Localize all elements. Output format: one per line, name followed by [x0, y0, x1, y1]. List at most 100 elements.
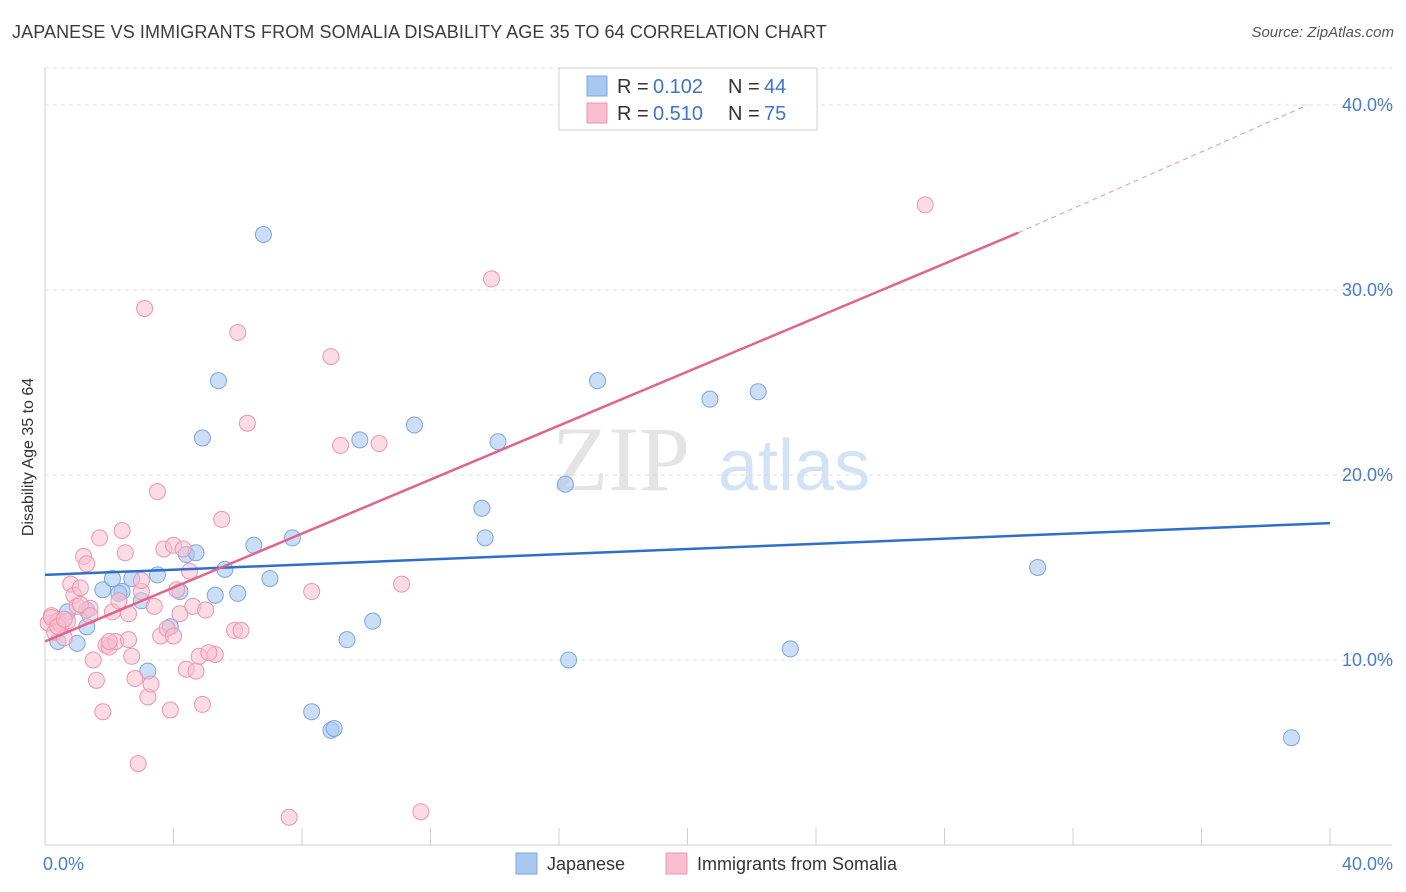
watermark-atlas: atlas [718, 426, 870, 506]
somalia-point [94, 703, 112, 721]
japanese-point [338, 631, 356, 649]
somalia-point [71, 596, 89, 613]
japanese-point [1282, 729, 1300, 747]
somalia-point [110, 592, 128, 610]
somalia-point [161, 701, 179, 719]
somalia-point [181, 562, 199, 580]
y-tick-label: 20.0% [1342, 465, 1393, 485]
somalia-point [87, 671, 105, 689]
legend-n-value-1: 44 [764, 76, 786, 98]
japanese-point [405, 416, 423, 434]
somalia-point [197, 601, 215, 619]
japanese-point [209, 372, 227, 390]
japanese-point [701, 390, 719, 408]
somalia-point [116, 544, 134, 562]
japanese-point [1029, 559, 1047, 576]
somalia-point [412, 803, 430, 821]
somalia-point [200, 644, 218, 662]
japanese-point [303, 703, 321, 721]
somalia-point [193, 695, 211, 713]
japanese-point [476, 529, 494, 547]
somalia-point [322, 348, 340, 366]
somalia-point [165, 627, 182, 645]
somalia-point [100, 633, 118, 650]
somalia-point [136, 300, 154, 317]
y-tick-label: 10.0% [1342, 650, 1393, 670]
legend-n-label-1: N = [728, 76, 760, 98]
gridlines [45, 67, 1392, 661]
bottom-legend-somalia-label: Immigrants from Somalia [697, 854, 898, 874]
somalia-point [187, 662, 205, 680]
legend-japanese-swatch [586, 75, 608, 97]
y-tick-label: 30.0% [1342, 280, 1393, 300]
japanese-point [94, 581, 112, 599]
legend-r-value-1: 0.102 [653, 76, 703, 98]
watermark-zip: ZIP [552, 408, 690, 510]
somalia-point [123, 647, 141, 665]
somalia-point [148, 483, 166, 501]
y-tick-labels: 10.0% 20.0% 30.0% 40.0% [1342, 95, 1393, 670]
somalia-point [303, 583, 321, 601]
japanese-point [364, 612, 382, 630]
x-tick-label-min: 0.0% [43, 854, 84, 874]
series-legend: Japanese Immigrants from Somalia [515, 852, 898, 875]
japanese-point [589, 372, 607, 390]
japanese-trend-line [44, 521, 1331, 577]
x-tick-label-max: 40.0% [1342, 854, 1393, 874]
legend-n-value-2: 75 [764, 103, 786, 125]
y-tick-label: 40.0% [1342, 95, 1393, 115]
japanese-point [103, 570, 121, 588]
japanese-point [473, 499, 491, 517]
y-axis-label: Disability Age 35 to 64 [20, 378, 37, 536]
somalia-point [129, 755, 147, 773]
somalia-point [229, 324, 247, 342]
somalia-point [238, 414, 256, 432]
somalia-point [71, 579, 89, 597]
somalia-point [280, 808, 298, 826]
somalia-point [55, 610, 73, 628]
somalia-point [142, 675, 160, 693]
bottom-legend-somalia-swatch [665, 852, 688, 875]
correlation-legend: R = 0.102 N = 44 R = 0.510 N = 75 [558, 67, 818, 131]
somalia-point [84, 651, 102, 669]
somalia-trend-extension [1018, 104, 1308, 234]
somalia-point [171, 605, 189, 623]
somalia-point [126, 670, 144, 687]
somalia-point [91, 529, 109, 547]
legend-n-label-2: N = [728, 103, 760, 125]
legend-r-value-2: 0.510 [653, 103, 703, 125]
japanese-point [749, 383, 767, 401]
bottom-legend-japanese-swatch [515, 852, 538, 875]
somalia-points [39, 196, 934, 826]
somalia-point [232, 621, 250, 639]
legend-r-label-2: R = [617, 103, 649, 125]
japanese-point [556, 475, 574, 493]
legend-somalia-swatch [586, 102, 608, 124]
trend-lines [44, 104, 1331, 643]
somalia-point [332, 436, 350, 454]
bottom-legend-japanese-label: Japanese [547, 854, 625, 874]
somalia-point [213, 510, 231, 528]
japanese-point [193, 429, 211, 447]
source-label: Source: ZipAtlas.com [1251, 24, 1394, 41]
somalia-point [393, 575, 411, 593]
somalia-trend-line [44, 231, 1019, 643]
somalia-point [120, 631, 138, 649]
somalia-point [370, 435, 388, 453]
somalia-point [132, 571, 150, 589]
japanese-point [781, 640, 799, 658]
somalia-point [483, 270, 501, 288]
japanese-point [206, 586, 224, 604]
chart-title: JAPANESE VS IMMIGRANTS FROM SOMALIA DISA… [12, 22, 827, 42]
japanese-point [325, 719, 343, 737]
japanese-point [254, 226, 272, 243]
somalia-point [113, 522, 131, 539]
japanese-point [261, 570, 279, 588]
japanese-point [351, 431, 369, 449]
x-tick-marks [44, 828, 1331, 845]
somalia-point [78, 555, 96, 573]
japanese-point [229, 584, 247, 602]
somalia-point [916, 196, 934, 214]
japanese-point [560, 651, 578, 669]
